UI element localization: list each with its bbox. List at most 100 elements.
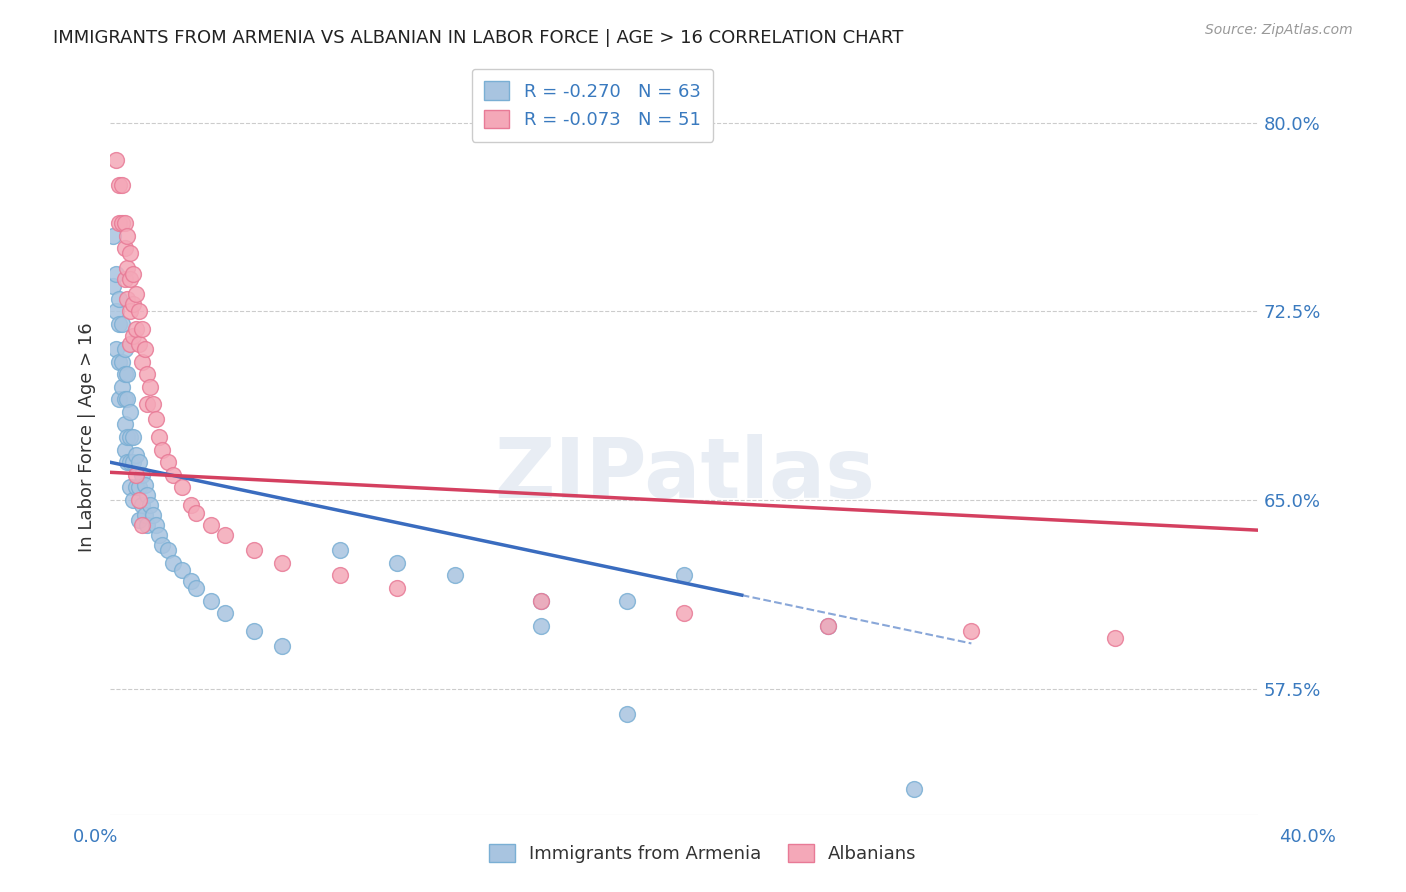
Point xyxy=(271,639,294,653)
Point xyxy=(131,322,153,336)
Point xyxy=(128,513,150,527)
Point xyxy=(120,480,142,494)
Point xyxy=(125,467,148,482)
Point xyxy=(142,508,165,522)
Text: 0.0%: 0.0% xyxy=(73,828,118,846)
Point xyxy=(111,354,134,368)
Point xyxy=(128,337,150,351)
Point xyxy=(530,593,553,607)
Point xyxy=(111,178,134,193)
Point xyxy=(242,543,264,558)
Point xyxy=(443,568,465,582)
Point xyxy=(111,380,134,394)
Point xyxy=(117,367,139,381)
Point xyxy=(125,448,148,462)
Point xyxy=(104,267,127,281)
Point xyxy=(903,782,925,797)
Point xyxy=(114,216,136,230)
Point xyxy=(107,216,129,230)
Point xyxy=(101,228,124,243)
Point xyxy=(180,574,202,588)
Point xyxy=(530,619,553,633)
Point xyxy=(122,267,145,281)
Point xyxy=(960,624,983,638)
Legend: R = -0.270   N = 63, R = -0.073   N = 51: R = -0.270 N = 63, R = -0.073 N = 51 xyxy=(471,69,713,142)
Point xyxy=(387,581,409,595)
Point xyxy=(120,337,142,351)
Point xyxy=(387,556,409,570)
Point xyxy=(170,480,193,494)
Point xyxy=(107,354,129,368)
Point xyxy=(200,593,222,607)
Point xyxy=(148,528,170,542)
Point xyxy=(120,271,142,285)
Text: ZIPatlas: ZIPatlas xyxy=(494,434,875,516)
Point xyxy=(117,392,139,407)
Point xyxy=(107,292,129,306)
Y-axis label: In Labor Force | Age > 16: In Labor Force | Age > 16 xyxy=(79,322,96,552)
Point xyxy=(136,518,159,533)
Point xyxy=(120,405,142,419)
Point xyxy=(128,455,150,469)
Point xyxy=(1104,632,1126,646)
Point xyxy=(242,624,264,638)
Point xyxy=(122,430,145,444)
Point xyxy=(145,518,167,533)
Point xyxy=(111,216,134,230)
Point xyxy=(214,606,236,620)
Point xyxy=(114,367,136,381)
Point xyxy=(156,543,179,558)
Point xyxy=(125,480,148,494)
Point xyxy=(101,279,124,293)
Point xyxy=(117,292,139,306)
Text: Source: ZipAtlas.com: Source: ZipAtlas.com xyxy=(1205,23,1353,37)
Point xyxy=(329,568,352,582)
Legend: Immigrants from Armenia, Albanians: Immigrants from Armenia, Albanians xyxy=(478,833,928,874)
Point xyxy=(145,412,167,426)
Point xyxy=(616,593,638,607)
Point xyxy=(156,455,179,469)
Point xyxy=(329,543,352,558)
Point xyxy=(125,322,148,336)
Point xyxy=(122,493,145,508)
Point xyxy=(120,246,142,260)
Point xyxy=(122,296,145,310)
Point xyxy=(128,304,150,318)
Point xyxy=(114,442,136,457)
Text: 40.0%: 40.0% xyxy=(1279,828,1336,846)
Point xyxy=(125,286,148,301)
Point xyxy=(117,455,139,469)
Point xyxy=(186,506,208,520)
Point xyxy=(180,498,202,512)
Point xyxy=(139,498,162,512)
Point xyxy=(134,508,156,522)
Point xyxy=(271,556,294,570)
Point xyxy=(131,518,153,533)
Point xyxy=(139,380,162,394)
Point xyxy=(136,488,159,502)
Point xyxy=(131,467,153,482)
Point xyxy=(134,478,156,492)
Point xyxy=(150,538,173,552)
Point xyxy=(104,153,127,168)
Point xyxy=(111,317,134,331)
Point xyxy=(148,430,170,444)
Point xyxy=(117,261,139,276)
Point xyxy=(107,178,129,193)
Point xyxy=(150,442,173,457)
Point xyxy=(186,581,208,595)
Point xyxy=(107,392,129,407)
Point xyxy=(107,317,129,331)
Point xyxy=(673,606,696,620)
Point xyxy=(214,528,236,542)
Point xyxy=(117,430,139,444)
Point xyxy=(114,417,136,432)
Point xyxy=(114,271,136,285)
Point xyxy=(134,342,156,356)
Point xyxy=(128,493,150,508)
Point xyxy=(530,593,553,607)
Point xyxy=(114,342,136,356)
Point xyxy=(104,342,127,356)
Point xyxy=(122,329,145,343)
Point xyxy=(120,430,142,444)
